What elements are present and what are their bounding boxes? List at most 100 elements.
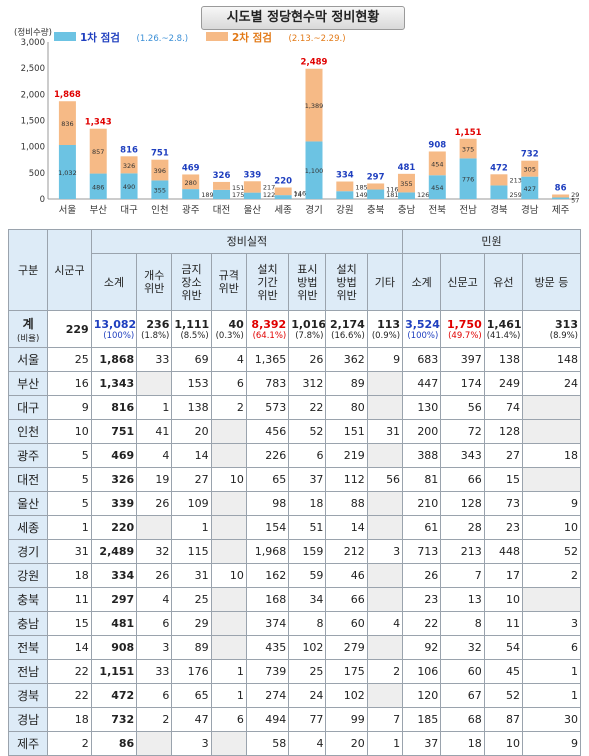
value-cell: 2 <box>210 395 247 420</box>
region-cell: 대구 <box>7 395 49 420</box>
total-ratio: (16.6%) <box>331 330 365 341</box>
value-cell: 87 <box>483 707 523 732</box>
value-cell: 210 <box>402 491 442 516</box>
segment-label-series1: 355 <box>154 187 166 195</box>
segment-label-series1: 29 <box>571 191 579 199</box>
header-complaint-group: 민원 <box>402 229 581 254</box>
value-cell: 66 <box>325 587 368 612</box>
value-cell: 115 <box>171 539 212 564</box>
segment-label-series2: 280 <box>184 179 196 187</box>
value-cell: 456 <box>245 419 290 444</box>
bar-total-label: 469 <box>182 163 200 173</box>
value-cell: 26 <box>136 563 173 588</box>
segment-label-series2: 213 <box>509 176 521 184</box>
bar-series2 <box>305 68 323 142</box>
bar-series1 <box>367 189 385 199</box>
total-ratio: (49.7%) <box>448 330 482 341</box>
value-cell: 1 <box>171 515 212 540</box>
value-cell: 61 <box>402 515 442 540</box>
segment-label-series1: 427 <box>524 185 536 193</box>
bar-series2 <box>58 101 76 145</box>
value-cell: 32 <box>440 635 485 660</box>
value-cell: 18 <box>521 443 582 468</box>
x-tick-label: 세종 <box>274 205 292 216</box>
table-row: 경남 18 732 2 47 6 494 77 99 7 185 68 87 30 <box>7 707 582 732</box>
value-cell: 573 <box>245 395 290 420</box>
total-value: 313 <box>555 317 578 331</box>
value-cell: 72 <box>440 419 485 444</box>
segment-label-series1: 126 <box>417 191 429 199</box>
bar-series1 <box>213 189 231 199</box>
segment-label-series1: 122 <box>263 191 275 199</box>
value-cell: 99 <box>325 707 368 732</box>
value-cell: 5 <box>47 491 92 516</box>
table-row: 충북 11 297 4 25 168 34 66 23 13 10 <box>7 587 582 612</box>
value-cell: 2 <box>521 563 582 588</box>
table-total-row: 계 (비율) 229 13,082 (100%) 236 (1.8%) 1,111 (8.5%)… <box>7 310 582 348</box>
total-value: 2,174 <box>330 317 365 331</box>
table-row: 제주 2 86 3 58 4 20 1 37 18 10 9 <box>7 731 582 756</box>
segment-label-series2: 1,389 <box>305 102 324 110</box>
bar-series2 <box>397 173 415 193</box>
total-value: 1,111 <box>174 317 210 331</box>
x-tick-label: 경북 <box>490 204 508 216</box>
header-maintenance-group: 정비실적 <box>90 229 404 254</box>
value-cell: 226 <box>245 443 290 468</box>
bar-total-label: 751 <box>151 149 169 159</box>
value-cell <box>210 419 247 444</box>
value-cell: 739 <box>245 659 290 684</box>
header-maintenance-column: 금지 장소 위반 <box>171 253 212 311</box>
table-row: 강원 18 334 26 31 10 162 59 46 26 7 17 2 <box>7 563 582 588</box>
value-cell: 10 <box>521 515 582 540</box>
region-cell: 강원 <box>7 563 49 588</box>
value-cell: 8 <box>288 611 327 636</box>
legend-swatch <box>54 32 76 41</box>
value-cell: 176 <box>171 659 212 684</box>
value-cell: 18 <box>440 731 485 756</box>
value-cell: 37 <box>288 467 327 492</box>
header-maintenance-column: 소계 <box>90 253 138 311</box>
value-cell: 15 <box>47 611 92 636</box>
segment-label-series2: 185 <box>355 184 367 192</box>
value-cell: 73 <box>483 491 523 516</box>
value-cell <box>136 515 173 540</box>
total-ratio: (0.3%) <box>215 330 244 341</box>
value-cell: 56 <box>366 467 404 492</box>
y-tick-label: 500 <box>29 169 45 179</box>
bar-series1 <box>336 191 354 199</box>
value-cell: 2 <box>47 731 92 756</box>
value-cell: 34 <box>288 587 327 612</box>
value-cell: 148 <box>521 347 582 372</box>
bar-total-label: 1,868 <box>54 90 81 100</box>
x-tick-label: 광주 <box>182 204 200 216</box>
region-cell: 제주 <box>7 731 49 756</box>
value-cell: 3 <box>136 635 173 660</box>
value-cell <box>366 395 404 420</box>
legend-label: 2차 점검 <box>232 31 272 44</box>
value-cell: 88 <box>325 491 368 516</box>
y-tick-label: 2,000 <box>21 90 45 100</box>
total-ratio: (8.9%) <box>549 330 578 341</box>
region-cell: 전북 <box>7 635 49 660</box>
value-cell: 45 <box>483 659 523 684</box>
bar-series2 <box>521 160 539 177</box>
value-cell: 151 <box>325 419 368 444</box>
bar-series2 <box>490 174 508 186</box>
table-row: 경기 31 2,489 32 115 1,968 159 212 3 713 213 448 52 <box>7 539 582 564</box>
value-cell: 212 <box>325 539 368 564</box>
value-cell: 20 <box>325 731 368 756</box>
value-cell <box>210 539 247 564</box>
region-cell: 부산 <box>7 371 49 396</box>
value-cell: 98 <box>245 491 290 516</box>
value-cell: 6 <box>136 611 173 636</box>
value-cell: 6 <box>210 707 247 732</box>
value-cell: 1 <box>210 683 247 708</box>
value-cell: 18 <box>288 491 327 516</box>
value-cell: 4 <box>288 731 327 756</box>
region-cell: 서울 <box>7 347 49 372</box>
legend-period: (2.13.~2.29.) <box>289 34 346 44</box>
value-cell: 435 <box>245 635 290 660</box>
value-cell: 249 <box>483 371 523 396</box>
segment-label-series1: 454 <box>431 184 443 192</box>
bar-series2 <box>428 151 446 176</box>
